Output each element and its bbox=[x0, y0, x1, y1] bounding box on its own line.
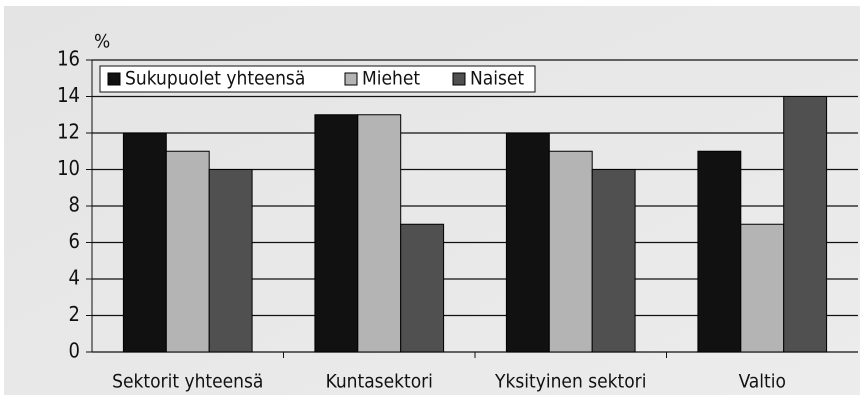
bar bbox=[783, 96, 828, 353]
legend-label: Miehet bbox=[362, 68, 420, 90]
y-tick-label: 8 bbox=[69, 193, 80, 217]
y-tick-label: 2 bbox=[69, 302, 80, 326]
bar bbox=[697, 150, 742, 353]
x-tick-label: Yksityinen sektori bbox=[494, 371, 646, 393]
legend-swatch bbox=[344, 72, 358, 86]
y-tick-label: 6 bbox=[69, 229, 80, 253]
y-tick-label: 0 bbox=[69, 339, 80, 363]
bar bbox=[208, 169, 253, 353]
legend-label: Naiset bbox=[470, 68, 524, 90]
y-axis-label: % bbox=[94, 31, 110, 53]
y-tick-label: 14 bbox=[57, 83, 80, 107]
y-tick-label: 4 bbox=[69, 266, 80, 290]
bar bbox=[505, 132, 550, 353]
legend-swatch bbox=[107, 72, 121, 86]
x-tick-label: Sektorit yhteensä bbox=[112, 371, 263, 393]
bar bbox=[400, 223, 445, 353]
y-tick-label: 16 bbox=[57, 47, 80, 71]
y-tick-label: 10 bbox=[57, 156, 80, 180]
bar bbox=[548, 150, 593, 353]
bar bbox=[591, 169, 636, 353]
x-tick-label: Kuntasektori bbox=[326, 371, 433, 393]
legend-label: Sukupuolet yhteensä bbox=[125, 68, 305, 90]
bar bbox=[122, 132, 167, 353]
legend-swatch bbox=[452, 72, 466, 86]
x-tick-label: Valtio bbox=[739, 371, 786, 393]
bar bbox=[314, 114, 359, 353]
y-tick-label: 12 bbox=[57, 120, 80, 144]
bar bbox=[357, 114, 402, 353]
bar bbox=[165, 150, 210, 353]
bar bbox=[740, 223, 785, 353]
